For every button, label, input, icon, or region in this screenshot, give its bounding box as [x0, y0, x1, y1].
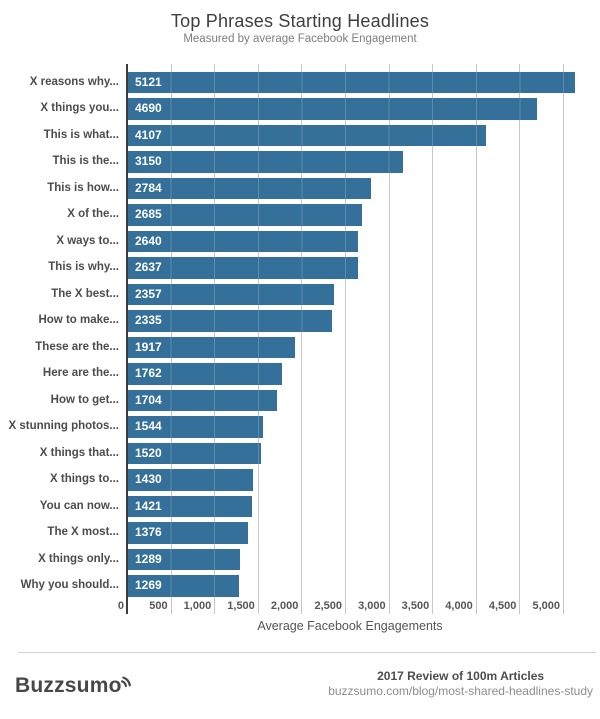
x-tick-label: 2,500 [314, 600, 342, 612]
x-tick-label: 2,000 [270, 600, 299, 612]
bar: 1704 [128, 389, 277, 411]
x-tick-label: 4,000 [445, 600, 473, 612]
category-label: The X most... [47, 526, 119, 538]
bar: 1762 [128, 363, 282, 385]
bar-value-label: 1544 [135, 419, 162, 433]
buzzsumo-logo: Buzzsumo [15, 674, 134, 698]
category-label: How to make... [38, 314, 119, 326]
bar: 1520 [128, 442, 261, 464]
gridline [388, 64, 390, 614]
bar: 4690 [128, 98, 537, 120]
x-tick-label: 1,000 [183, 600, 212, 612]
bar-value-label: 2640 [135, 233, 162, 248]
gridline [519, 64, 521, 614]
bar-value-label: 1430 [135, 472, 162, 486]
x-tick-label: 3,000 [358, 600, 386, 612]
bar-value-label: 2685 [135, 207, 162, 221]
bar: 2640 [128, 230, 359, 252]
x-tick-label: 500 [149, 600, 168, 612]
gridline [301, 64, 303, 614]
bar: 1544 [128, 416, 263, 438]
footer-url: buzzsumo.com/blog/most-shared-headlines-… [328, 684, 593, 698]
category-label: This is how... [47, 181, 119, 194]
buzzsumo-logo-text: Buzzsumo [15, 674, 122, 697]
category-label: You can now... [39, 499, 119, 512]
bar-value-label: 1289 [135, 551, 162, 566]
chart-title: Top Phrases Starting Headlines [170, 11, 430, 31]
bar: 1376 [128, 522, 248, 544]
bar: 5121 [128, 71, 575, 93]
x-tick-label: 5,000 [532, 600, 560, 612]
category-label: Here are the... [42, 367, 119, 379]
buzzsumo-signal-icon [120, 676, 131, 687]
bar-value-label: 4107 [135, 127, 162, 142]
y-axis-line [126, 64, 128, 614]
footer-credit-line: 2017 Review of 100m Articles [377, 669, 545, 683]
bar-value-label: 1704 [135, 392, 162, 407]
bar-value-label: 1520 [135, 445, 162, 460]
bar-value-label: 1421 [135, 498, 162, 513]
gridline [432, 64, 434, 614]
bar-value-label: 2357 [135, 286, 162, 301]
bar-value-label: 1269 [135, 578, 162, 592]
bar: 2335 [128, 310, 332, 332]
footer-divider [18, 652, 596, 653]
category-label: X of the... [67, 208, 119, 220]
bar-value-label: 4690 [135, 101, 162, 115]
bar-value-label: 3150 [135, 154, 162, 168]
x-tick-label: 1,500 [227, 600, 255, 612]
bar: 4107 [128, 124, 487, 146]
category-label: X things that... [39, 446, 119, 459]
x-tick-label: 3,500 [401, 600, 430, 612]
category-label: Why you should... [20, 579, 119, 591]
bar-value-label: 1762 [135, 366, 162, 380]
bar: 1289 [128, 548, 241, 570]
bar-value-label: 2784 [135, 180, 162, 195]
category-label: X things to... [50, 473, 119, 485]
bar-value-label: 1917 [135, 339, 162, 354]
bar-value-label: 5121 [135, 74, 162, 89]
bar-value-label: 1376 [135, 525, 162, 539]
category-label: These are the... [35, 340, 119, 353]
gridline [563, 64, 564, 614]
category-label: This is what... [43, 128, 119, 141]
category-label: X reasons why... [29, 75, 119, 88]
x-axis-title: Average Facebook Engagements [257, 619, 443, 633]
footer-credits: 2017 Review of 100m Articles buzzsumo.co… [328, 669, 593, 699]
category-label: This is the... [52, 155, 119, 167]
chart-subtitle: Measured by average Facebook Engagement [183, 33, 417, 45]
bar: 3150 [128, 151, 403, 173]
bar-value-label: 2335 [135, 313, 162, 327]
category-label: This is why... [48, 261, 119, 273]
category-label: X stunning photos... [8, 420, 119, 432]
category-label: How to get... [50, 393, 119, 406]
bar: 2637 [128, 257, 358, 279]
gridline [475, 64, 477, 614]
category-label: X things you... [40, 102, 119, 114]
category-label: The X best... [51, 287, 119, 300]
bar: 1269 [128, 575, 239, 597]
bar: 1421 [128, 495, 252, 517]
bar: 1917 [128, 336, 296, 358]
bar: 2685 [128, 204, 363, 226]
category-label: X things only... [38, 552, 119, 565]
bar: 2357 [128, 283, 334, 305]
x-tick-label: 4,500 [488, 600, 517, 612]
gridline [345, 64, 346, 614]
category-label: X ways to... [56, 234, 119, 247]
x-tick-label: 0 [117, 600, 124, 612]
bar: 2784 [128, 177, 371, 199]
bar-value-label: 2637 [135, 260, 162, 274]
bar: 1430 [128, 469, 253, 491]
